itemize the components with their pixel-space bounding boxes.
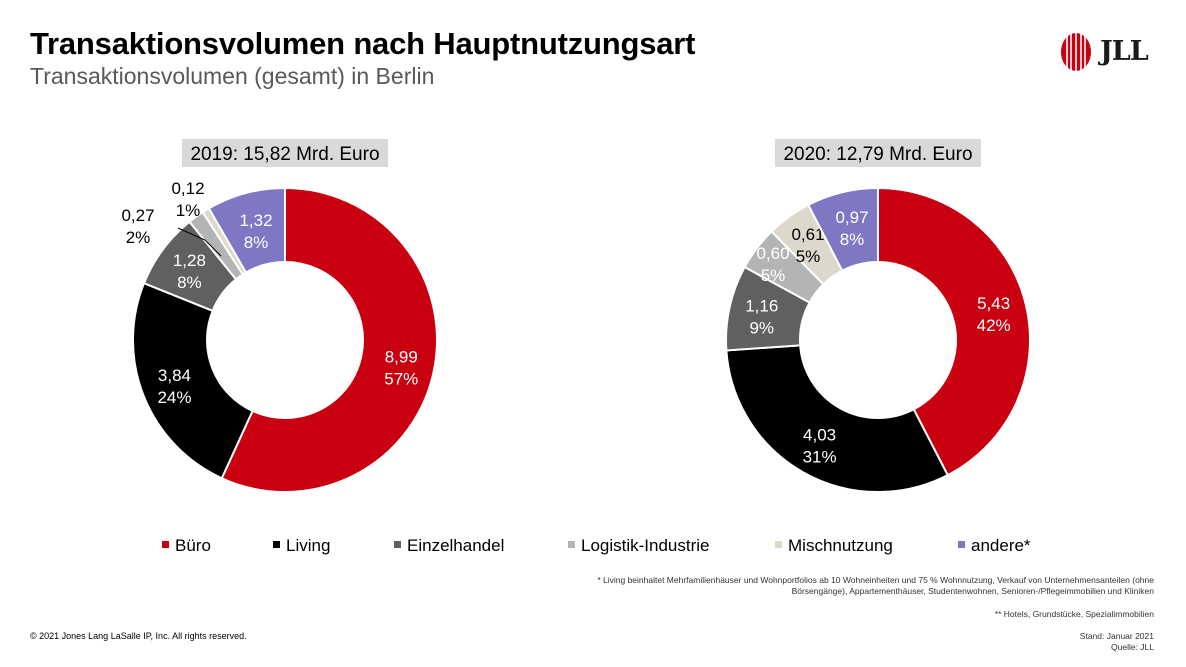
donut-2019-percent-label-logistik: 2% [126, 228, 151, 247]
legend-item-misch: Mischnutzung [775, 536, 893, 556]
donut-2019-percent-label-einzelhandel: 8% [177, 273, 202, 292]
legend-swatch-andere [958, 541, 965, 548]
donut-2019-value-label-logistik: 0,27 [121, 206, 154, 225]
donut-2020-value-label-logistik: 0,60 [756, 244, 789, 263]
legend-item-buero: Büro [162, 536, 211, 556]
donut-2019-banner-text: 2019: 15,82 Mrd. Euro [190, 144, 379, 165]
legend-label-andere: andere* [971, 536, 1031, 555]
donut-2019-percent-label-andere: 8% [244, 233, 269, 252]
donut-2019-value-label-misch: 0,12 [171, 179, 204, 198]
footnote-living-line2: Börsengänge), Appartementhäuser, Student… [791, 586, 1154, 596]
donut-2020-value-label-living: 4,03 [803, 426, 836, 445]
donut-2019-value-label-buero: 8,99 [385, 347, 418, 366]
donut-2020-slice-buero [877, 186, 1031, 477]
donut-2020-percent-label-logistik: 5% [761, 266, 786, 285]
footnote-source: Stand: Januar 2021 Quelle: JLL [1080, 631, 1154, 653]
footnote-andere: ** Hotels, Grundstücke, Spezialimmobilie… [994, 609, 1154, 619]
donut-2020-slice-living [725, 344, 950, 493]
donut-2020-banner-text: 2020: 12,79 Mrd. Euro [783, 144, 972, 165]
jll-logo: JLL [1058, 32, 1158, 72]
donut-2019-slice-andere [207, 186, 286, 274]
legend-label-living: Living [286, 536, 331, 555]
copyright: © 2021 Jones Lang LaSalle IP, Inc. All r… [30, 631, 247, 641]
page-subtitle: Transaktionsvolumen (gesamt) in Berlin [30, 63, 435, 89]
legend-swatch-einzelhandel [394, 541, 401, 548]
legend-item-logistik: Logistik-Industrie [568, 536, 710, 556]
donut-2019-percent-label-living: 24% [157, 388, 191, 407]
donut-2020-percent-label-misch: 5% [796, 247, 821, 266]
donut-charts: 8,99 57% 3,84 24% 1,28 8% 0,27 2% 0,12 1% 1,32 8% 20… [121, 139, 1031, 493]
legend-label-misch: Mischnutzung [788, 536, 893, 555]
donut-2020-percent-label-einzelhandel: 9% [749, 318, 774, 337]
legend-item-einzelhandel: Einzelhandel [394, 536, 504, 556]
donut-2020-value-label-andere: 0,97 [835, 208, 868, 227]
donut-2019-percent-label-misch: 1% [176, 201, 201, 220]
donut-2020-slice-andere [806, 186, 879, 273]
legend-swatch-living [273, 541, 280, 548]
jll-logo-icon [1061, 33, 1091, 71]
donut-2020-banner-box [775, 139, 981, 167]
donut-2019-banner-box [182, 139, 388, 167]
legend-label-buero: Büro [175, 536, 211, 555]
footnote-quelle: Quelle: JLL [1111, 642, 1154, 652]
legend: Büro Living Einzelhandel Logistik-Indust… [0, 536, 1186, 560]
donut-2019-slice-living [132, 281, 254, 480]
donut-2019-value-label-andere: 1,32 [239, 211, 272, 230]
legend-swatch-logistik [568, 541, 575, 548]
donut-2019-percent-label-buero: 57% [384, 369, 418, 388]
donut-2020-value-label-misch: 0,61 [791, 225, 824, 244]
legend-item-andere: andere* [958, 536, 1031, 556]
donut-2019-leader-line [177, 227, 222, 257]
footnote-living-line1: * Living beinhaltet Mehrfamilienhäuser u… [597, 575, 1154, 585]
page-title: Transaktionsvolumen nach Hauptnutzungsar… [30, 26, 696, 61]
donut-2020-percent-label-buero: 42% [977, 316, 1011, 335]
jll-logo-text: JLL [1100, 36, 1149, 67]
donut-2020-value-label-buero: 5,43 [977, 294, 1010, 313]
legend-swatch-buero [162, 541, 169, 548]
donut-2019-value-label-living: 3,84 [158, 366, 191, 385]
legend-swatch-misch [775, 541, 782, 548]
donut-2020-percent-label-living: 31% [803, 448, 837, 467]
footnote-living: * Living beinhaltet Mehrfamilienhäuser u… [597, 575, 1154, 597]
footnote-stand: Stand: Januar 2021 [1079, 631, 1154, 641]
donut-2020-value-label-einzelhandel: 1,16 [745, 296, 778, 315]
donut-2019-slice-buero [220, 186, 438, 493]
legend-label-einzelhandel: Einzelhandel [407, 536, 505, 555]
donut-2019-value-label-einzelhandel: 1,28 [173, 251, 206, 270]
legend-label-logistik: Logistik-Industrie [581, 536, 710, 555]
donut-2020-percent-label-andere: 8% [840, 230, 865, 249]
legend-item-living: Living [273, 536, 330, 556]
